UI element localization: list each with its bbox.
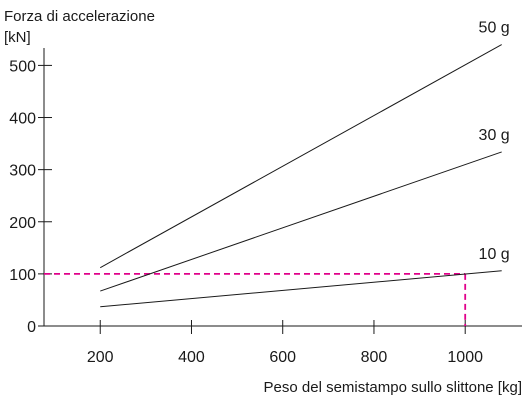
plot-area: 0 100 200 300 400 500 200 400 600 800 1000 50 g 30 g… — [9, 20, 522, 366]
y-tick-label: 100 — [9, 267, 36, 284]
x-tick-label: 800 — [361, 349, 388, 366]
y-tick-label: 0 — [27, 319, 36, 336]
x-tick-label: 400 — [178, 349, 205, 366]
y-tick-label: 500 — [9, 58, 36, 75]
series-line-30g — [100, 151, 502, 292]
series-line-50g — [99, 44, 502, 269]
x-tick-label: 600 — [269, 349, 296, 366]
series-label-50g: 50 g — [479, 20, 510, 37]
x-axis-title: Peso del semistampo sullo slittone [kg] — [264, 379, 522, 396]
series-label-30g: 30 g — [479, 127, 510, 144]
y-tick-label: 300 — [9, 163, 36, 180]
series-line-10g — [100, 270, 502, 308]
x-tick-label: 1000 — [447, 349, 483, 366]
y-axis-title: Forza di accelerazione — [4, 8, 155, 25]
x-tick-label: 200 — [87, 349, 114, 366]
y-tick-label: 400 — [9, 111, 36, 128]
series-label-10g: 10 g — [479, 246, 510, 263]
y-tick-label: 200 — [9, 215, 36, 232]
y-axis-unit: [kN] — [4, 29, 31, 46]
